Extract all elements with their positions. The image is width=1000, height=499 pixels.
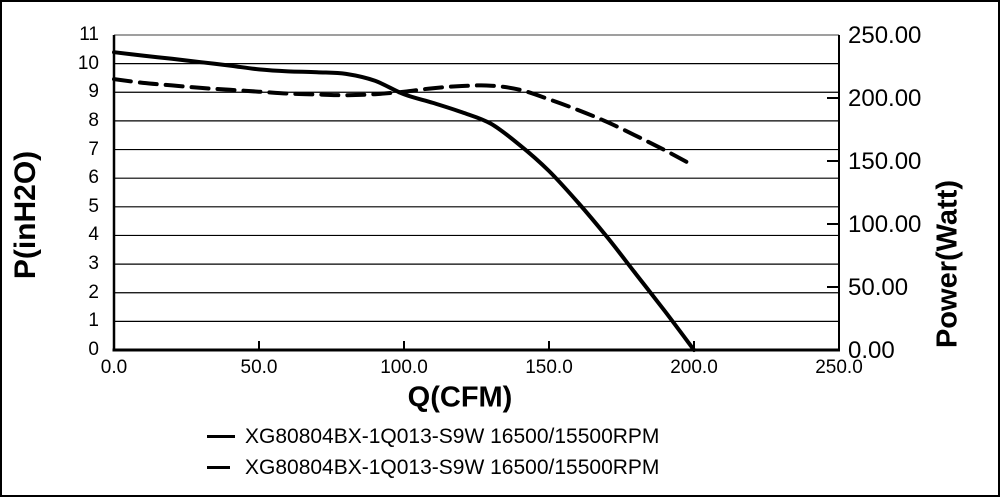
legend-item-pressure: XG80804BX-1Q013-S9W 16500/15500RPM: [207, 421, 659, 452]
x-tick-label: 150.0: [525, 357, 573, 378]
x-tick-label: 250.0: [815, 357, 863, 378]
x-tick-label: 100.0: [380, 357, 428, 378]
y-right-tick-label: 100.00: [848, 211, 922, 238]
x-tick-label: 0.0: [100, 357, 128, 378]
y-left-tick-label: 2: [88, 282, 99, 303]
x-axis-title: Q(CFM): [407, 381, 513, 414]
legend-item-power: XG80804BX-1Q013-S9W 16500/15500RPM: [207, 452, 659, 483]
legend-label-power: XG80804BX-1Q013-S9W 16500/15500RPM: [245, 456, 660, 479]
solid-line-marker: [207, 435, 245, 438]
y-left-tick-label: 6: [88, 167, 99, 188]
y-left-tick-label: 8: [88, 110, 99, 131]
y-left-tick-label: 5: [88, 196, 99, 217]
power-curve: [112, 77, 696, 168]
y-right-tick-label: 200.00: [848, 85, 922, 112]
y-right-tick-label: 250.00: [848, 22, 922, 49]
y-left-tick-label: 4: [88, 224, 99, 245]
x-tick-label: 50.0: [240, 357, 278, 378]
y-left-tick-label: 3: [88, 253, 99, 274]
y-right-tick-label: 0.00: [848, 337, 895, 364]
y-left-tick-label: 0: [88, 339, 99, 360]
y-left-tick-label: 1: [88, 310, 99, 331]
pressure-curve: [112, 50, 696, 352]
legend: XG80804BX-1Q013-S9W 16500/15500RPM XG808…: [207, 421, 659, 483]
y-left-tick-label: 7: [88, 139, 99, 160]
y-left-tick-label: 9: [88, 81, 99, 102]
y-left-tick-label: 10: [77, 53, 99, 74]
left-axis-title: P(inH2O): [9, 150, 42, 280]
legend-label-pressure: XG80804BX-1Q013-S9W 16500/15500RPM: [245, 425, 660, 448]
y-left-tick-label: 11: [79, 24, 99, 45]
dashed-line-marker: [207, 466, 245, 469]
x-tick-label: 200.0: [670, 357, 718, 378]
y-right-tick-label: 150.00: [848, 148, 922, 175]
right-axis-title: Power(Watt): [931, 179, 964, 349]
y-right-tick-label: 50.00: [848, 274, 909, 301]
